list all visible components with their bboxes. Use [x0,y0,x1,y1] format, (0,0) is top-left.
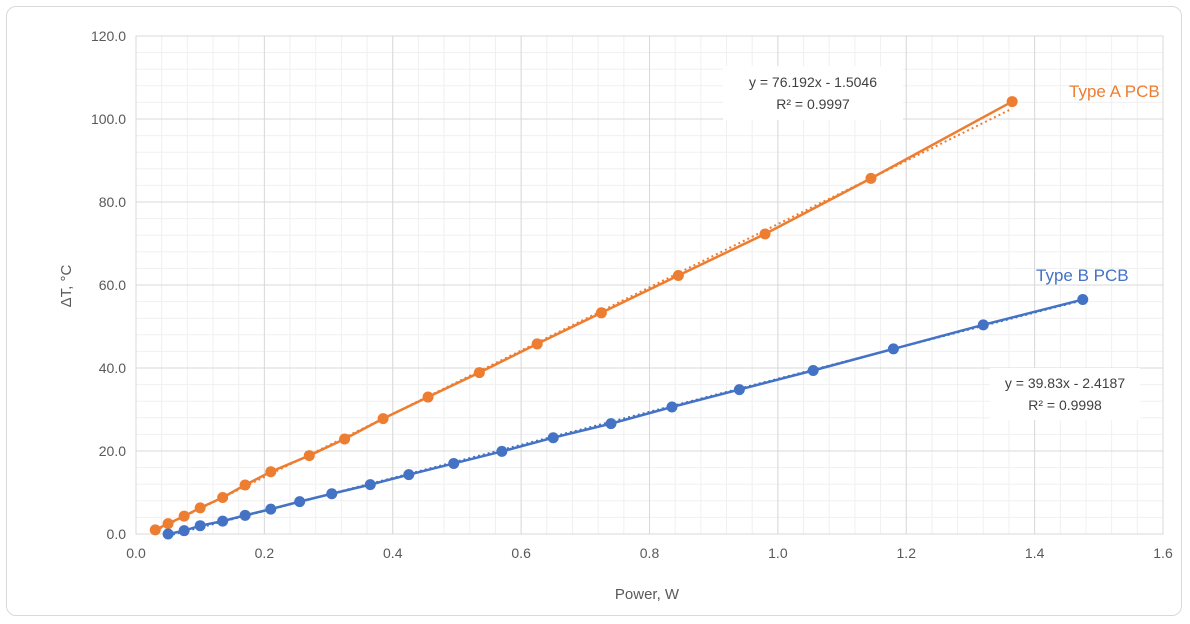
type-b-data-point [162,528,174,540]
type-b-data-point [326,488,338,500]
scatter-chart: 0.0 0.2 0.4 0.6 0.8 1.0 1.2 1.4 1.6 0.0 20.0 40.0 60… [58,28,1173,603]
type-a-data-point [865,172,877,184]
type-b-data-point [1077,294,1089,306]
type-b-data-point [239,509,251,521]
type-b-trendline-r2: R² = 0.9998 [1028,397,1102,413]
type-b-data-point [265,503,277,515]
trendlines [154,107,1084,537]
axes: 0.0 0.2 0.4 0.6 0.8 1.0 1.2 1.4 1.6 0.0 20.0 40.0 60… [91,28,1173,561]
type-b-data-point [496,445,508,457]
series [149,96,1089,540]
type-a-data-point [595,307,607,319]
x-tick-label: 1.4 [1025,545,1045,561]
type-a-data-point [149,524,161,536]
x-tick-label: 0.6 [511,545,531,561]
y-tick-label: 20.0 [99,443,126,459]
plot-border [135,35,1164,535]
type-b-data-point [403,469,415,481]
type-b-data-point [217,515,229,527]
type-a-series-line [154,100,1013,531]
type-a-data-point [531,338,543,350]
x-tick-label: 1.6 [1153,545,1173,561]
type-a-data-point [1006,96,1018,108]
type-b-data-point [294,496,306,508]
type-b-data-point [977,319,989,331]
type-a-trendline-r2: R² = 0.9997 [776,96,850,112]
x-tick-label: 0.2 [255,545,275,561]
type-a-equation-box [723,66,903,120]
y-tick-label: 100.0 [91,111,126,127]
type-a-data-point [239,479,251,491]
x-axis-title: Power, W [615,586,680,603]
type-b-trendline-equation: y = 39.83x - 2.4187 [1005,375,1125,391]
type-a-data-point [377,413,389,425]
x-tick-label: 0.0 [126,545,146,561]
type-b-data-point [364,479,376,491]
type-a-data-point [178,510,190,522]
y-tick-label: 40.0 [99,360,126,376]
type-a-data-point [217,491,229,503]
type-a-data-point [422,391,434,403]
type-a-data-point [339,433,351,445]
type-b-data-point [733,384,745,396]
chart-area: 0.0 0.2 0.4 0.6 0.8 1.0 1.2 1.4 1.6 0.0 20.0 40.0 60… [6,6,1182,616]
type-b-data-point [887,343,899,355]
y-tick-label: 120.0 [91,28,126,44]
type-a-data-point [303,450,315,462]
y-tick-label: 0.0 [107,526,127,542]
type-a-data-point [162,518,174,530]
type-a-data-point [759,228,771,240]
type-a-data-point [672,269,684,281]
type-b-equation-box [990,368,1140,420]
x-tick-label: 0.8 [640,545,660,561]
y-axis-title: ΔT, °C [58,264,75,307]
type-b-data-point [194,520,206,532]
type-a-data-point [473,367,485,379]
type-b-series-label: Type B PCB [1036,266,1129,285]
type-b-data-point [666,401,678,413]
type-b-data-point [178,525,190,537]
y-tick-label: 80.0 [99,194,126,210]
x-tick-label: 0.4 [383,545,403,561]
y-tick-label: 60.0 [99,277,126,293]
type-a-data-point [194,502,206,514]
x-tick-label: 1.2 [897,545,917,561]
x-tick-label: 1.0 [768,545,788,561]
type-a-data-point [265,466,277,478]
type-a-trendline-equation: y = 76.192x - 1.5046 [749,74,877,90]
labels: Type A PCB Type B PCB y = 76.192x - 1.5046… [723,66,1160,420]
type-b-data-point [547,432,559,444]
type-b-data-point [605,418,617,430]
type-b-data-point [807,364,819,376]
type-b-data-point [448,457,460,469]
type-a-series-label: Type A PCB [1069,82,1160,101]
